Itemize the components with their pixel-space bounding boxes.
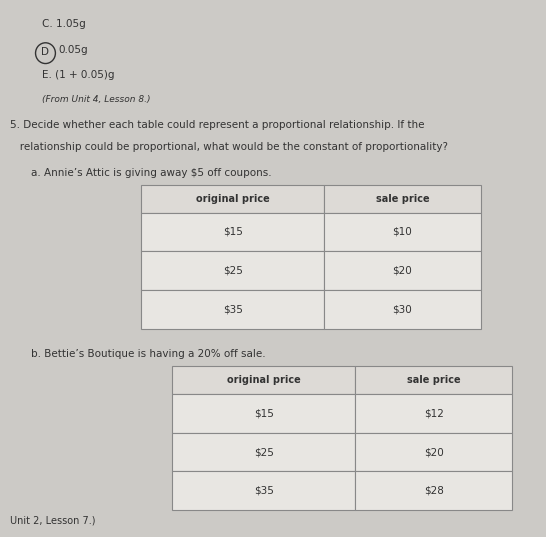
Text: sale price: sale price (407, 375, 461, 385)
Bar (141, 213, 324, 251)
Bar (355, 366, 512, 394)
Text: $35: $35 (254, 486, 274, 496)
Text: D: D (41, 47, 50, 57)
Text: b. Bettie’s Boutique is having a 20% off sale.: b. Bettie’s Boutique is having a 20% off… (31, 349, 266, 359)
Bar (141, 251, 324, 290)
Text: sale price: sale price (376, 194, 429, 204)
Text: $15: $15 (223, 227, 242, 237)
Text: $28: $28 (424, 486, 444, 496)
Bar (324, 251, 481, 290)
Text: $20: $20 (393, 266, 412, 275)
Text: a. Annie’s Attic is giving away $5 off coupons.: a. Annie’s Attic is giving away $5 off c… (31, 168, 272, 178)
Text: $25: $25 (254, 447, 274, 457)
Bar (141, 290, 324, 329)
Bar (173, 394, 355, 433)
Text: original price: original price (195, 194, 270, 204)
Text: $15: $15 (254, 409, 274, 418)
Bar (324, 185, 481, 213)
Text: relationship could be proportional, what would be the constant of proportionalit: relationship could be proportional, what… (10, 142, 448, 152)
Bar (173, 366, 355, 394)
Text: original price: original price (227, 375, 301, 385)
Bar (355, 471, 512, 510)
Bar (173, 471, 355, 510)
Text: $10: $10 (393, 227, 412, 237)
Text: $25: $25 (223, 266, 242, 275)
Bar (324, 290, 481, 329)
Text: $30: $30 (393, 304, 412, 314)
Bar (324, 213, 481, 251)
Bar (173, 433, 355, 471)
Text: (From Unit 4, Lesson 8.): (From Unit 4, Lesson 8.) (42, 95, 150, 104)
Bar (355, 394, 512, 433)
Text: Unit 2, Lesson 7.): Unit 2, Lesson 7.) (10, 515, 96, 525)
Bar (355, 433, 512, 471)
Text: $12: $12 (424, 409, 444, 418)
Text: E. (1 + 0.05)g: E. (1 + 0.05)g (42, 70, 114, 81)
Text: 0.05g: 0.05g (58, 45, 88, 55)
Text: $20: $20 (424, 447, 444, 457)
Text: $35: $35 (223, 304, 242, 314)
Bar (141, 185, 324, 213)
Text: C. 1.05g: C. 1.05g (42, 19, 86, 29)
Text: 5. Decide whether each table could represent a proportional relationship. If the: 5. Decide whether each table could repre… (10, 120, 425, 130)
